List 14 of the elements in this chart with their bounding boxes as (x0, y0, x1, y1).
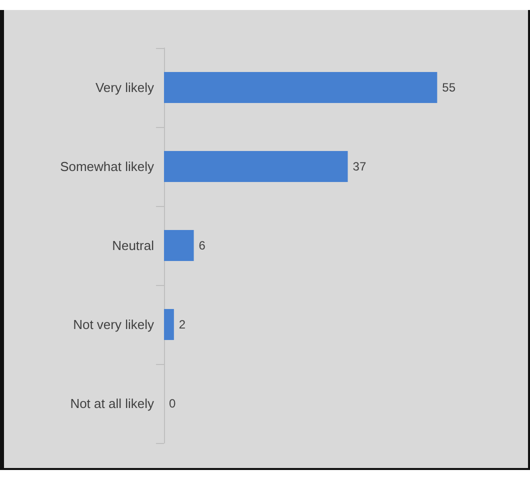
data-label: 37 (352, 160, 366, 174)
y-tick-label: Very likely (95, 80, 154, 95)
bar (164, 72, 438, 103)
y-tick-label: Not very likely (73, 317, 154, 332)
y-tick-label: Not at all likely (70, 396, 154, 411)
data-label: 2 (178, 318, 186, 332)
bar (164, 151, 348, 182)
y-tick-label: Somewhat likely (60, 159, 154, 174)
bar (164, 230, 194, 261)
data-label: 0 (169, 396, 176, 410)
data-label: 6 (198, 238, 206, 252)
bar (164, 309, 174, 340)
y-tick-label: Neutral (112, 238, 154, 253)
data-label: 55 (442, 80, 456, 94)
